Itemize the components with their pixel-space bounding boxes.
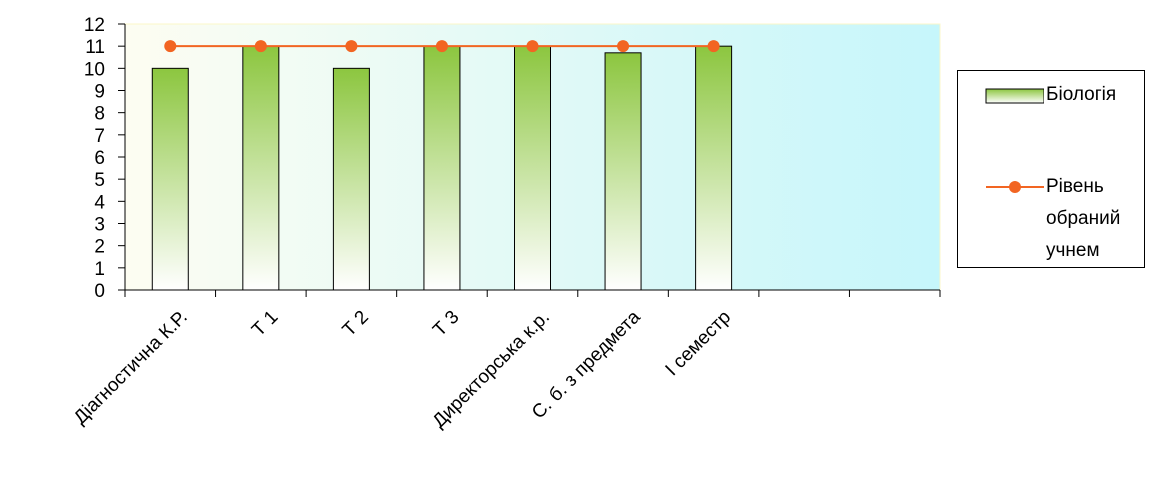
bar: [695, 45, 733, 291]
y-tick-label: 3: [94, 215, 105, 236]
line-marker: [707, 40, 720, 53]
legend-marker: [1009, 181, 1021, 193]
bar: [423, 45, 461, 291]
bar: [514, 45, 551, 291]
x-tick-label: Діагностична К.Р.: [70, 307, 192, 429]
y-tick-label: 12: [84, 15, 105, 36]
y-tick-label: 2: [94, 237, 105, 258]
bar: [242, 45, 280, 291]
y-tick-label: 1: [94, 259, 105, 280]
legend-label: Рівень обраний учнем: [1046, 176, 1121, 261]
y-tick-label: 8: [94, 104, 105, 125]
legend-swatch: [986, 181, 1044, 193]
line-marker: [345, 40, 358, 53]
x-tick-label: І семестр: [662, 307, 736, 381]
line-marker: [526, 40, 539, 53]
bar: [151, 67, 189, 291]
line-marker: [435, 40, 448, 53]
y-tick-label: 4: [94, 192, 105, 213]
y-tick-label: 7: [94, 126, 105, 147]
legend-label: Біологія: [1046, 84, 1117, 105]
x-tick-label: Т 1: [248, 307, 282, 341]
line-marker: [254, 40, 267, 53]
legend-bar: [985, 88, 1044, 104]
y-tick-label: 0: [94, 281, 105, 302]
legend: Біологія Рівень обраний учнем: [957, 70, 1145, 268]
x-tick-label: Т 3: [429, 307, 463, 341]
y-tick-label: 9: [94, 82, 105, 103]
x-tick-label: Т 2: [339, 307, 373, 341]
y-tick-label: 11: [85, 37, 105, 58]
bar: [604, 52, 642, 291]
y-tick-label: 10: [84, 59, 105, 80]
line-marker: [617, 40, 630, 53]
y-tick-label: 5: [94, 170, 105, 191]
line-marker: [164, 40, 177, 53]
bar: [332, 67, 370, 291]
legend-swatch: [985, 88, 1044, 104]
y-tick-label: 6: [94, 148, 105, 169]
